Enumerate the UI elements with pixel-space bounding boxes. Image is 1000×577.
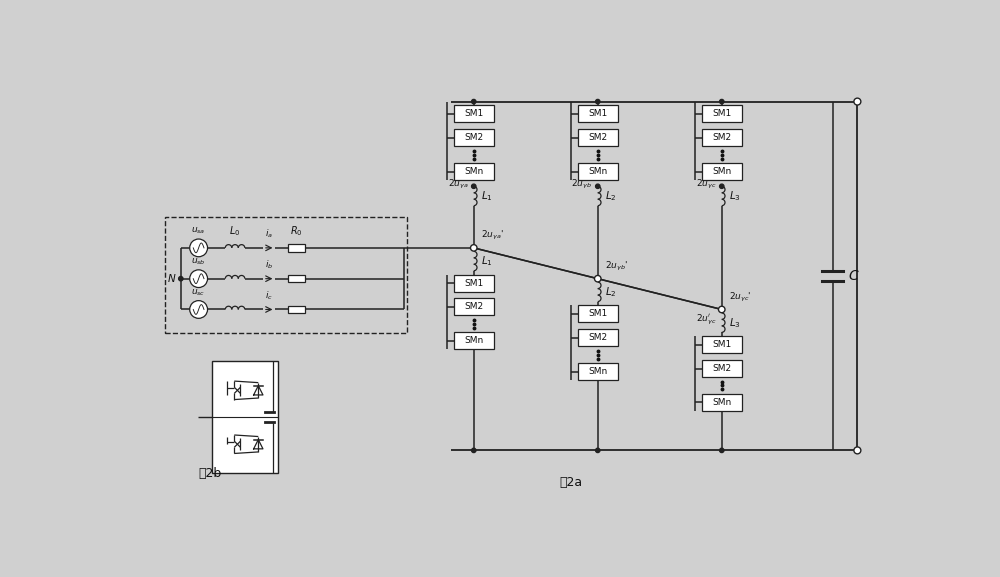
Bar — [578, 329, 618, 346]
Bar — [702, 163, 742, 180]
Bar — [288, 275, 305, 282]
Text: $2u_{\gamma b}$': $2u_{\gamma b}$' — [605, 260, 628, 273]
Text: $2u_{\gamma a}$': $2u_{\gamma a}$' — [481, 230, 504, 242]
Bar — [288, 306, 305, 313]
Text: $u_{sc}$: $u_{sc}$ — [191, 287, 206, 298]
Bar — [454, 163, 494, 180]
Bar — [702, 336, 742, 353]
Bar — [165, 217, 407, 332]
Text: $u_{sa}$: $u_{sa}$ — [191, 226, 206, 236]
Bar — [454, 106, 494, 122]
Circle shape — [470, 245, 477, 251]
Text: SM2: SM2 — [464, 302, 483, 312]
Bar — [578, 106, 618, 122]
Text: SM2: SM2 — [712, 133, 731, 143]
Circle shape — [594, 275, 601, 282]
Bar — [454, 298, 494, 316]
Bar — [578, 363, 618, 380]
Circle shape — [720, 184, 724, 189]
Text: SMn: SMn — [464, 167, 483, 176]
Text: SM1: SM1 — [588, 309, 607, 319]
Text: SM1: SM1 — [712, 340, 731, 349]
Text: SM2: SM2 — [588, 334, 607, 342]
Text: C: C — [848, 269, 858, 283]
Text: $L_3$: $L_3$ — [729, 316, 741, 329]
Circle shape — [596, 448, 600, 452]
Text: $L_2$: $L_2$ — [605, 285, 616, 299]
Text: SM1: SM1 — [588, 110, 607, 118]
Circle shape — [854, 447, 861, 454]
Bar — [454, 332, 494, 349]
Text: $L_0$: $L_0$ — [229, 224, 241, 238]
Bar — [454, 129, 494, 146]
Text: SM2: SM2 — [712, 364, 731, 373]
Text: $i_a$: $i_a$ — [265, 228, 273, 240]
Text: $L_3$: $L_3$ — [729, 189, 741, 203]
Bar — [578, 163, 618, 180]
Circle shape — [472, 99, 476, 104]
Bar — [578, 129, 618, 146]
Text: SM2: SM2 — [464, 133, 483, 143]
Circle shape — [854, 98, 861, 105]
Circle shape — [596, 99, 600, 104]
Text: SMn: SMn — [588, 367, 607, 376]
Text: $2u_{\gamma a}$: $2u_{\gamma a}$ — [448, 177, 468, 190]
Text: $L_1$: $L_1$ — [481, 189, 492, 203]
Circle shape — [472, 448, 476, 452]
Text: $R_0$: $R_0$ — [290, 224, 303, 238]
Bar — [702, 106, 742, 122]
Text: $2u_{\gamma b}$: $2u_{\gamma b}$ — [571, 177, 592, 190]
Text: $2u_{\gamma c}$: $2u_{\gamma c}$ — [696, 177, 716, 190]
Circle shape — [179, 276, 183, 281]
Circle shape — [720, 99, 724, 104]
Circle shape — [190, 270, 208, 287]
Text: SM2: SM2 — [588, 133, 607, 143]
Text: $2u_{\gamma c}$': $2u_{\gamma c}$' — [729, 291, 751, 304]
Text: $L_1$: $L_1$ — [481, 254, 492, 268]
Circle shape — [596, 184, 600, 189]
Text: 图2a: 图2a — [559, 476, 582, 489]
Circle shape — [720, 448, 724, 452]
Bar — [702, 129, 742, 146]
Text: N: N — [168, 273, 175, 284]
Text: SMn: SMn — [712, 167, 731, 176]
Text: SM1: SM1 — [464, 279, 483, 287]
Text: SMn: SMn — [712, 398, 731, 407]
Text: $2u_{\gamma c}'$: $2u_{\gamma c}'$ — [696, 312, 716, 327]
Text: $u_{sb}$: $u_{sb}$ — [191, 256, 206, 267]
Bar — [212, 361, 278, 473]
Text: $L_2$: $L_2$ — [605, 189, 616, 203]
Bar — [702, 394, 742, 411]
Text: $i_b$: $i_b$ — [265, 258, 273, 271]
Text: SMn: SMn — [464, 336, 483, 345]
Bar — [288, 244, 305, 252]
Circle shape — [472, 184, 476, 189]
Bar — [578, 305, 618, 323]
Text: $i_c$: $i_c$ — [265, 289, 273, 302]
Text: 图2b: 图2b — [199, 467, 222, 480]
Bar — [702, 360, 742, 377]
Circle shape — [190, 239, 208, 257]
Bar — [454, 275, 494, 291]
Circle shape — [190, 301, 208, 319]
Circle shape — [718, 306, 725, 313]
Text: SMn: SMn — [588, 167, 607, 176]
Text: SM1: SM1 — [464, 110, 483, 118]
Text: SM1: SM1 — [712, 110, 731, 118]
